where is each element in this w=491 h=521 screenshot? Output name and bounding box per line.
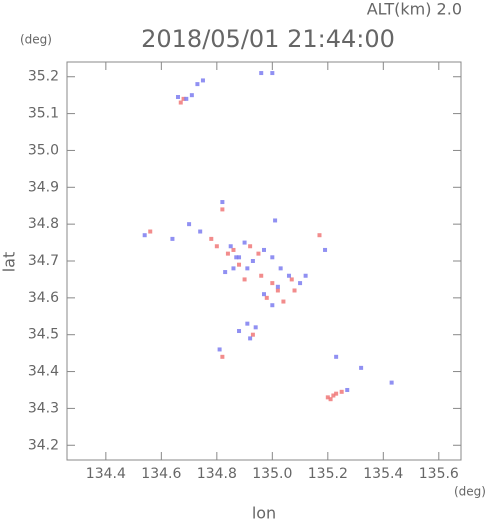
y-tick-label: 34.9 <box>28 179 59 195</box>
echo-point <box>273 218 278 223</box>
echo-point <box>234 255 239 260</box>
echo-point <box>178 100 183 105</box>
echo-point <box>278 266 283 271</box>
echo-point <box>259 71 264 76</box>
echo-point <box>298 281 303 286</box>
x-tick-label: 135.0 <box>252 466 292 482</box>
echo-point <box>170 236 175 241</box>
echo-point <box>175 95 180 100</box>
y-tick-label: 35.1 <box>28 106 59 122</box>
echo-point <box>250 332 255 337</box>
echo-point <box>231 247 236 252</box>
echo-point <box>262 292 266 297</box>
echo-point <box>237 262 242 267</box>
echo-point <box>317 233 322 238</box>
echo-point <box>237 329 242 334</box>
y-tick-label: 35.2 <box>28 69 59 85</box>
x-tick-label: 135.2 <box>308 466 348 482</box>
echo-point <box>286 273 291 278</box>
echo-point <box>248 336 253 341</box>
echo-point <box>225 251 230 256</box>
echo-point <box>259 273 264 278</box>
echo-point <box>148 229 153 234</box>
echo-point <box>209 236 214 241</box>
echo-point <box>242 277 247 282</box>
echo-point <box>270 281 275 286</box>
altitude-label: ALT(km) 2.0 <box>367 0 462 19</box>
echo-point <box>248 244 253 249</box>
echo-point <box>359 365 364 370</box>
echo-point <box>262 247 266 252</box>
echo-point <box>142 233 147 238</box>
echo-point <box>181 96 186 101</box>
echo-point <box>256 251 261 256</box>
x-tick-label: 135.4 <box>363 466 403 482</box>
echo-point <box>328 397 333 402</box>
echo-point <box>195 82 200 87</box>
echo-point <box>270 71 275 76</box>
echo-point <box>237 255 242 260</box>
x-unit: (deg) <box>454 485 486 499</box>
echo-point <box>334 391 339 396</box>
echo-point <box>270 303 275 308</box>
echo-point <box>214 244 219 249</box>
y-tick-label: 34.6 <box>28 290 59 306</box>
echo-point <box>303 273 308 278</box>
echo-point <box>253 325 258 330</box>
y-tick-label: 34.5 <box>28 327 59 343</box>
echo-point <box>331 393 336 398</box>
chart-title: 2018/05/01 21:44:00 <box>141 25 395 53</box>
y-tick-label: 35.0 <box>28 142 59 158</box>
plot-frame <box>66 61 462 461</box>
echo-point <box>281 299 286 304</box>
echo-point <box>217 347 222 352</box>
echo-point <box>292 288 297 293</box>
echo-point <box>242 240 247 245</box>
echo-point <box>231 266 236 271</box>
echo-point <box>200 78 205 83</box>
echo-point <box>250 259 255 263</box>
x-tick-label: 135.6 <box>419 466 459 482</box>
x-tick-label: 134.4 <box>86 466 126 482</box>
y-tick-label: 34.4 <box>28 364 59 380</box>
echo-point <box>245 266 250 271</box>
x-tick-label: 134.8 <box>197 466 237 482</box>
y-tick-label: 34.3 <box>28 400 59 416</box>
echo-point <box>198 229 203 234</box>
echo-point <box>389 380 394 385</box>
echo-point <box>220 354 225 359</box>
echo-point <box>184 96 189 101</box>
echo-point <box>228 244 233 249</box>
y-unit: (deg) <box>20 33 52 47</box>
x-tick-label: 134.6 <box>141 466 181 482</box>
echo-point <box>223 270 228 275</box>
x-axis-label: lon <box>252 504 276 521</box>
echo-point <box>275 288 280 293</box>
echo-point <box>220 200 225 205</box>
echo-point <box>220 207 225 212</box>
y-tick-label: 34.2 <box>28 437 59 453</box>
echo-point <box>325 395 330 400</box>
echo-point <box>339 389 344 394</box>
echo-point <box>187 222 192 227</box>
echo-point <box>270 255 275 260</box>
echo-point <box>289 277 294 282</box>
y-axis-label: lat <box>0 252 19 273</box>
echo-point <box>189 93 194 98</box>
echo-point <box>264 295 269 300</box>
echo-point <box>334 354 339 359</box>
echo-point <box>323 247 328 252</box>
echo-point <box>245 321 250 326</box>
echo-point <box>345 387 350 392</box>
y-tick-label: 34.7 <box>28 253 59 269</box>
echo-point <box>275 284 280 289</box>
y-tick-label: 34.8 <box>28 216 59 232</box>
